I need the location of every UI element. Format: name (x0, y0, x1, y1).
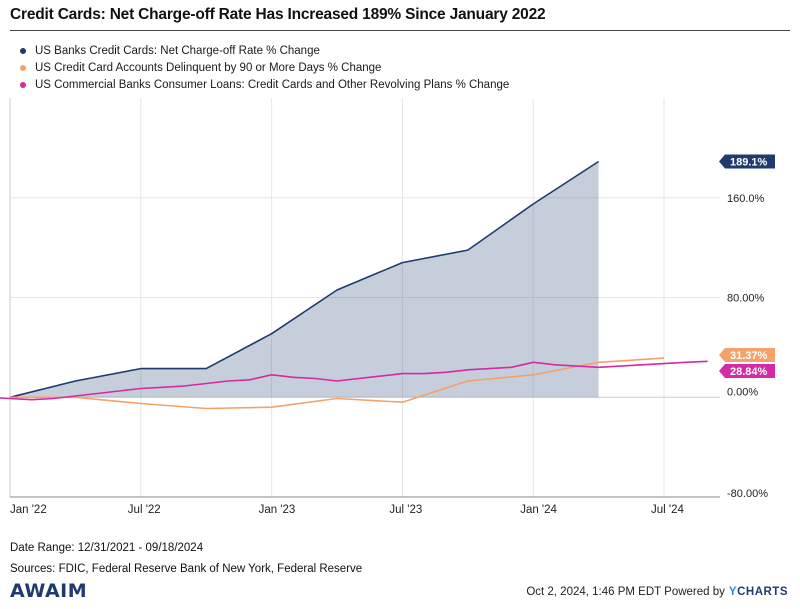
ycharts-text: CHARTS (737, 586, 788, 598)
legend-label: US Banks Credit Cards: Net Charge-off Ra… (35, 44, 320, 57)
end-label-tag (719, 348, 775, 362)
legend-marker (20, 47, 26, 54)
y-tick-label: -80.00% (727, 488, 768, 500)
x-tick-label: Jul '24 (651, 504, 684, 516)
ycharts-logo[interactable]: YCHARTS (729, 586, 788, 598)
x-tick-label: Jul '23 (389, 504, 422, 516)
end-label-text: 31.37% (730, 350, 768, 362)
x-tick-label: Jan '23 (259, 504, 296, 516)
end-label-text: 28.84% (730, 366, 768, 378)
series-area-fill (10, 161, 599, 398)
y-tick-label: 160.0% (727, 193, 765, 205)
y-tick-label: 0.00% (727, 386, 758, 398)
series-line-2 (0, 360, 708, 401)
end-label-text: 189.1% (730, 156, 768, 168)
x-tick-label: Jul '22 (128, 504, 161, 516)
title-divider (10, 30, 790, 31)
sources: Sources: FDIC, Federal Reserve Bank of N… (10, 563, 363, 575)
legend-item-consumer-loans[interactable]: US Commercial Banks Consumer Loans: Cred… (20, 76, 509, 93)
powered-by: Oct 2, 2024, 1:46 PM EDT Powered by YCHA… (526, 586, 788, 598)
chart-title: Credit Cards: Net Charge-off Rate Has In… (10, 6, 546, 23)
series-line-0 (9, 160, 600, 399)
x-tick-label: Jan '22 (10, 504, 47, 516)
legend: US Banks Credit Cards: Net Charge-off Ra… (20, 42, 509, 93)
x-tick-label: Jan '24 (520, 504, 557, 516)
legend-item-delinquent[interactable]: US Credit Card Accounts Delinquent by 90… (20, 59, 509, 76)
end-label-tag (719, 154, 775, 169)
awaim-logo: AWAIM (10, 580, 88, 602)
legend-marker (20, 81, 26, 88)
legend-label: US Commercial Banks Consumer Loans: Cred… (35, 78, 510, 91)
legend-marker (20, 64, 26, 71)
timestamp: Oct 2, 2024, 1:46 PM EDT Powered by (526, 586, 725, 598)
y-tick-label: 80.00% (727, 293, 765, 305)
end-label-tag (719, 364, 775, 378)
series-line-1 (10, 357, 665, 410)
legend-item-net-charge-off[interactable]: US Banks Credit Cards: Net Charge-off Ra… (20, 42, 509, 59)
legend-label: US Credit Card Accounts Delinquent by 90… (35, 61, 382, 74)
ycharts-y: Y (728, 586, 738, 598)
date-range: Date Range: 12/31/2021 - 09/18/2024 (10, 542, 204, 554)
